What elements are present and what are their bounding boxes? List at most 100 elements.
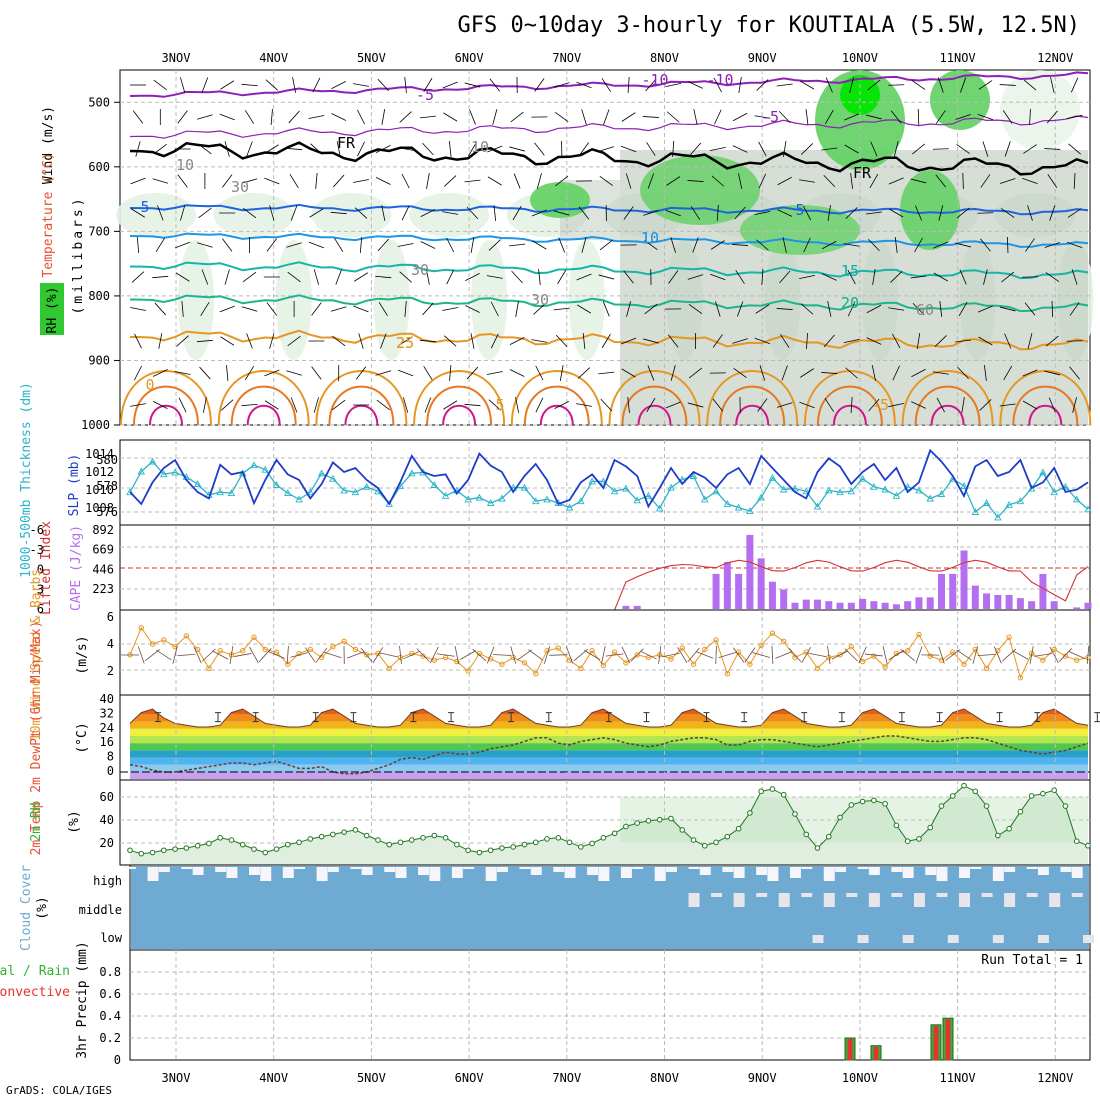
cloud-high-gap	[1037, 867, 1049, 875]
wind-barb	[555, 175, 569, 187]
rh-shade	[311, 193, 392, 237]
rh2m-point	[871, 797, 877, 804]
wind-barb	[489, 78, 501, 92]
wind-barb	[601, 78, 611, 92]
date-label-top: 10NOV	[842, 51, 878, 65]
wind-barb	[978, 336, 993, 346]
date-label-bottom: 12NOV	[1037, 1071, 1073, 1085]
rh2m-point	[702, 842, 708, 849]
wind-barb	[266, 238, 277, 252]
wind-barb	[534, 142, 545, 156]
precip-tick-label: 0.6	[99, 987, 121, 1001]
wind-barb	[893, 141, 899, 157]
wind10-barb	[429, 646, 439, 664]
cape-bar	[1084, 602, 1092, 609]
rh2m-point	[859, 798, 866, 805]
wind-barb	[666, 111, 680, 123]
wind10-barb	[249, 646, 259, 664]
contour-labels: -10-5FR510152025-5FR51015202530303010106…	[140, 71, 934, 414]
wind-barb	[800, 143, 814, 155]
rh2m-point	[882, 801, 888, 807]
thickness-point	[306, 488, 315, 496]
slp-axis-label: SLP (mb)	[67, 454, 82, 517]
wind-barb	[311, 302, 322, 316]
precip-panel-frame	[129, 949, 1091, 1061]
wind10-barb	[229, 646, 234, 664]
rh2m-point	[194, 842, 201, 849]
rh-shade	[409, 193, 490, 237]
wind-barb	[999, 403, 1016, 407]
wind-barb	[1021, 276, 1039, 278]
cape-bar	[1050, 601, 1058, 609]
cloud-mid-gap	[868, 893, 880, 907]
wind-barb	[715, 301, 721, 317]
wind-barb	[1002, 110, 1013, 124]
cloud-low-gap	[992, 935, 1004, 943]
wind-barb	[1048, 397, 1056, 413]
wind10-point	[747, 661, 753, 667]
rh2m-point	[521, 841, 528, 848]
wind-barb	[977, 114, 994, 120]
wind-barb	[512, 205, 522, 221]
wind-barb	[443, 335, 457, 347]
temp2m-tick-label: 24	[100, 721, 114, 735]
wind-barb	[758, 173, 767, 189]
wind-barb	[200, 302, 210, 316]
wind-barb	[911, 368, 926, 378]
wind-barb	[977, 212, 994, 214]
wind10-barb	[1029, 646, 1034, 664]
wind-barb	[444, 175, 457, 187]
wind-barb	[666, 176, 681, 186]
wind10-point	[1062, 653, 1069, 659]
date-label-top: 5NOV	[357, 51, 386, 65]
thickness-point	[329, 474, 337, 482]
rh2m-area	[130, 785, 1088, 865]
thickness-point	[836, 488, 844, 496]
wind10-barb	[605, 653, 624, 657]
wind-barb	[404, 300, 407, 318]
cloud-level-label: middle	[79, 903, 122, 917]
cloud-mid-gap	[801, 893, 813, 897]
wind10-point	[161, 637, 167, 643]
wind-barb	[645, 78, 657, 92]
surface-temperature-contour	[637, 404, 672, 426]
wind-barb	[759, 365, 766, 381]
wind10-point	[848, 644, 855, 650]
wind-barb	[397, 369, 414, 377]
wind-barb	[286, 147, 303, 151]
contour-label: 20	[841, 294, 859, 312]
wind-barb	[359, 236, 363, 254]
wind-barb	[357, 141, 365, 157]
wind-barb	[423, 77, 433, 93]
wind10-point	[251, 634, 257, 640]
wind-barb	[553, 307, 570, 311]
contour-20	[129, 294, 1089, 313]
wind-barb	[354, 207, 368, 219]
wind10-barb	[687, 647, 700, 663]
rh2m-point	[713, 839, 719, 846]
cape-tick-label: 446	[92, 562, 114, 576]
wind-barb	[492, 109, 498, 125]
wind-barb	[621, 112, 636, 122]
wind-barb	[1066, 242, 1083, 248]
thickness-point	[655, 504, 664, 512]
precip-conv-bar	[945, 1019, 951, 1060]
wind-barb	[332, 335, 346, 347]
wind-barb	[780, 334, 790, 348]
contour-label: -10	[706, 71, 733, 89]
rh2m-point	[363, 832, 370, 839]
wind-barb	[1027, 205, 1033, 221]
wind-barb	[1044, 242, 1061, 248]
thickness-point	[486, 499, 495, 506]
temp2m-tick-label: 0	[107, 764, 114, 778]
date-label-bottom: 8NOV	[650, 1071, 679, 1085]
wind-barb	[576, 81, 592, 89]
wind10-point	[871, 653, 877, 659]
minmax-errorbar	[643, 712, 650, 723]
wind-barb	[130, 307, 146, 311]
wind-barb	[1044, 370, 1061, 376]
wind-barb	[754, 115, 771, 119]
rh2m-tick-label: 40	[100, 813, 114, 827]
wind-barb	[955, 114, 971, 120]
rh-shade	[740, 205, 860, 255]
